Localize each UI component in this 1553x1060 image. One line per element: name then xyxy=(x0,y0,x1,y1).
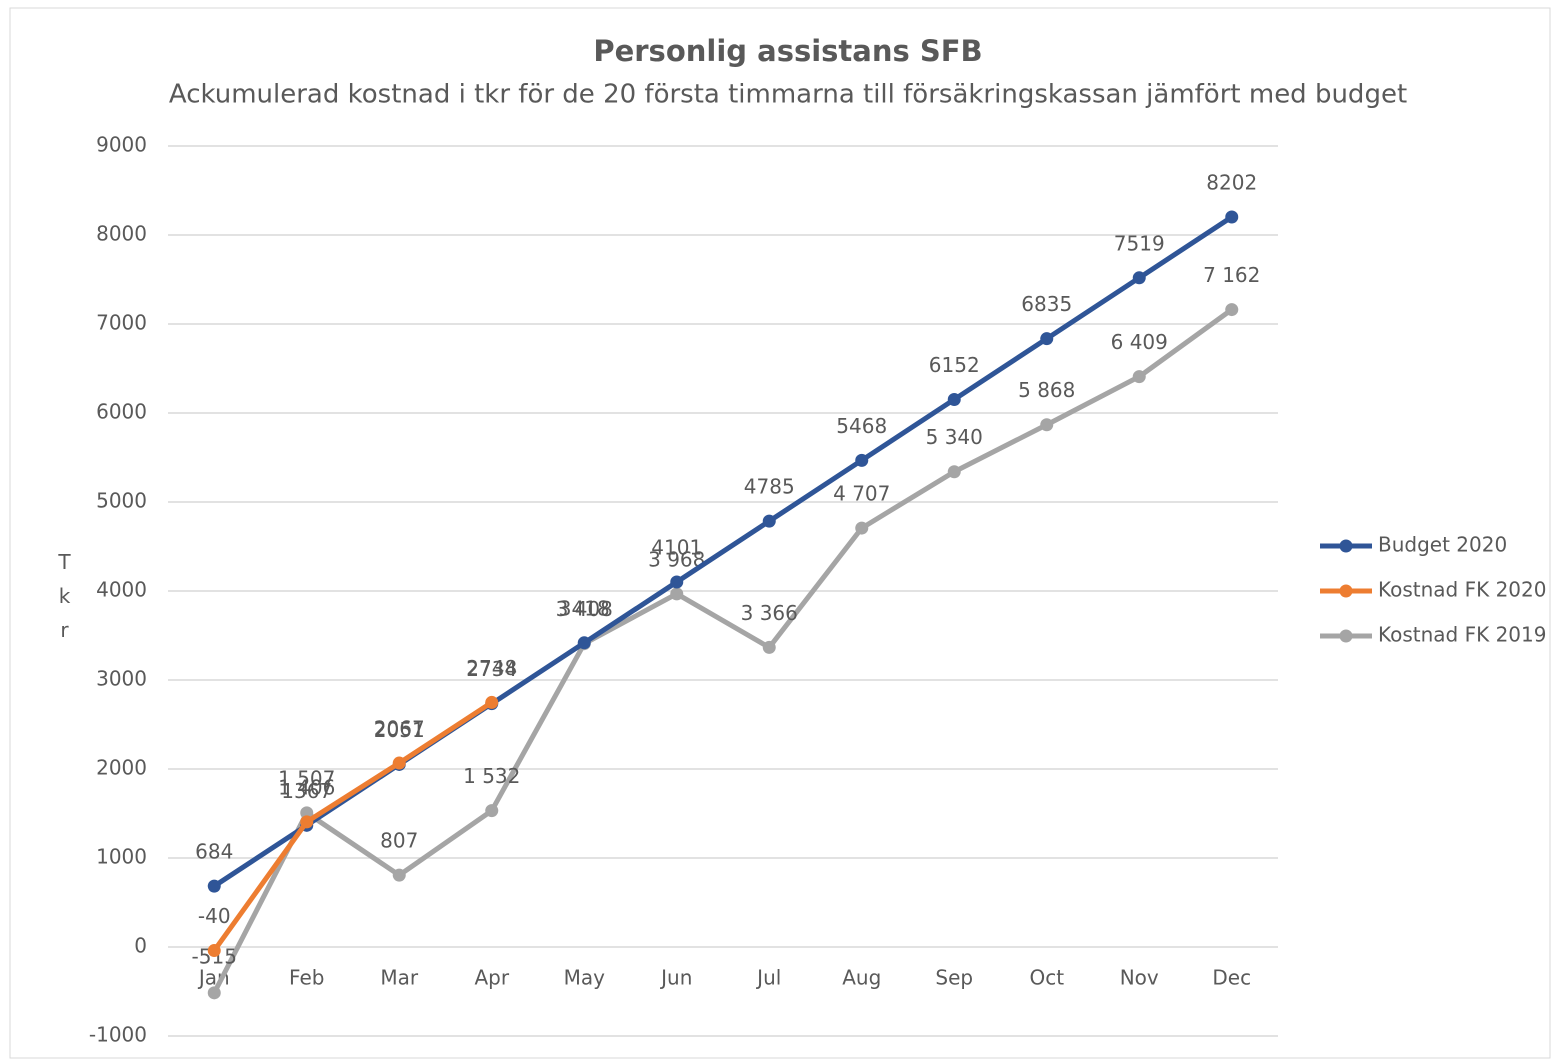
point xyxy=(485,804,499,818)
y-tick-label: 6000 xyxy=(96,400,147,424)
data-label: 5468 xyxy=(836,414,887,438)
legend-label: Kostnad FK 2020 xyxy=(1378,578,1546,602)
y-tick-label: 5000 xyxy=(96,489,147,513)
y-tick-label: 3000 xyxy=(96,667,147,691)
data-label: 7519 xyxy=(1114,231,1165,255)
x-tick-label: Mar xyxy=(380,966,419,990)
data-label: 5 340 xyxy=(926,425,983,449)
legend-marker xyxy=(1339,629,1353,643)
y-tick-label: 4000 xyxy=(96,578,147,602)
point xyxy=(207,986,221,1000)
point xyxy=(670,587,684,601)
legend-label: Kostnad FK 2019 xyxy=(1378,623,1546,647)
data-label: 1 406 xyxy=(278,775,335,799)
point xyxy=(1225,303,1239,317)
data-label: 684 xyxy=(195,840,233,864)
legend-marker xyxy=(1339,584,1353,598)
x-tick-label: Feb xyxy=(289,966,324,990)
x-tick-label: Jun xyxy=(659,966,692,990)
data-label: 4785 xyxy=(744,475,795,499)
point xyxy=(207,879,221,893)
point xyxy=(300,806,314,820)
point xyxy=(1040,418,1054,432)
x-tick-label: Oct xyxy=(1029,966,1064,990)
point xyxy=(855,521,869,535)
point xyxy=(1040,332,1054,346)
data-label: 4101 xyxy=(651,536,702,560)
data-label: 807 xyxy=(380,829,418,853)
point xyxy=(300,815,314,829)
data-label: 1 507 xyxy=(278,766,335,790)
data-label: 3 366 xyxy=(741,601,798,625)
data-label: 2748 xyxy=(466,656,517,680)
y-axis-label: Tkr xyxy=(53,550,77,652)
data-label: 5 868 xyxy=(1018,378,1075,402)
point xyxy=(762,640,776,654)
x-tick-label: Sep xyxy=(935,966,973,990)
data-label: 6152 xyxy=(929,353,980,377)
data-label: 6835 xyxy=(1021,292,1072,316)
point xyxy=(577,636,591,650)
point xyxy=(392,756,406,770)
point xyxy=(1132,370,1146,384)
y-tick-label: -1000 xyxy=(89,1023,147,1047)
point xyxy=(670,575,684,589)
y-tick-label: 2000 xyxy=(96,756,147,780)
legend-label: Budget 2020 xyxy=(1378,533,1507,557)
data-label: 6 409 xyxy=(1111,330,1168,354)
y-tick-label: 8000 xyxy=(96,222,147,246)
data-label: -40 xyxy=(198,904,231,928)
series-line xyxy=(212,700,494,953)
y-tick-label: 7000 xyxy=(96,311,147,335)
data-label: 2734 xyxy=(466,657,517,681)
chart-title: Personlig assistans SFB xyxy=(593,34,982,68)
x-tick-label: Nov xyxy=(1120,966,1159,990)
y-tick-label: 0 xyxy=(134,934,147,958)
point xyxy=(1225,210,1239,224)
data-label: 1 532 xyxy=(463,764,520,788)
point xyxy=(762,514,776,528)
point xyxy=(207,944,221,958)
x-tick-label: Dec xyxy=(1212,966,1251,990)
point xyxy=(855,453,869,467)
series-line xyxy=(212,307,1234,994)
data-label: 1367 xyxy=(281,779,332,803)
data-label: 8202 xyxy=(1206,171,1257,195)
data-label: 4 707 xyxy=(833,482,890,506)
point xyxy=(392,868,406,882)
data-label: 3 408 xyxy=(556,597,613,621)
x-tick-label: Apr xyxy=(474,966,509,990)
data-label: 2051 xyxy=(374,718,425,742)
point xyxy=(485,695,499,709)
chart-frame xyxy=(9,7,1551,1059)
point xyxy=(947,465,961,479)
point xyxy=(947,392,961,406)
legend-marker xyxy=(1339,539,1353,553)
x-tick-label: Aug xyxy=(842,966,881,990)
x-tick-label: May xyxy=(564,966,606,990)
data-label: 3418 xyxy=(559,596,610,620)
data-label: 7 162 xyxy=(1203,263,1260,287)
chart-subtitle: Ackumulerad kostnad i tkr för de 20 förs… xyxy=(169,80,1407,110)
y-tick-label: 9000 xyxy=(96,133,147,157)
data-label: 2067 xyxy=(374,717,425,741)
point xyxy=(1132,271,1146,285)
y-tick-label: 1000 xyxy=(96,845,147,869)
x-tick-label: Jul xyxy=(755,966,781,990)
